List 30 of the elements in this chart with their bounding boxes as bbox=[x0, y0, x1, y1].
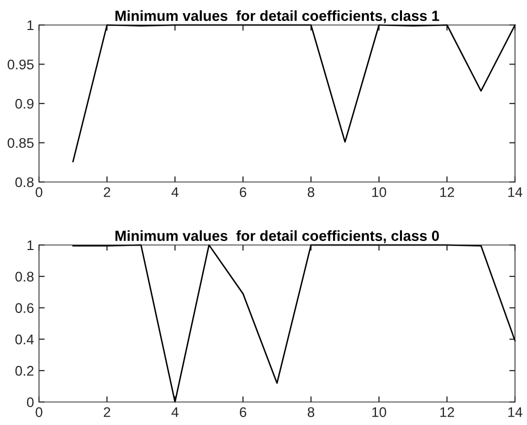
x-tick-label: 10 bbox=[372, 407, 386, 418]
y-tick-label: 0.8 bbox=[15, 177, 34, 188]
x-tick-label: 6 bbox=[240, 407, 246, 418]
chart-title: Minimum values for detail coefficients, class 0 bbox=[115, 230, 439, 244]
x-tick-label: 0 bbox=[36, 187, 42, 198]
x-tick-label: 4 bbox=[171, 187, 178, 197]
y-tick-label: 0 bbox=[26, 397, 34, 408]
y-tick-label: 0.8 bbox=[15, 272, 34, 282]
y-tick-label: 0.85 bbox=[8, 138, 34, 148]
x-tick-label: 14 bbox=[508, 187, 522, 197]
y-tick-label: 1 bbox=[27, 240, 34, 250]
x-tick-label: 2 bbox=[104, 187, 110, 197]
y-tick-label: 0.95 bbox=[8, 60, 34, 70]
x-tick-label: 10 bbox=[372, 187, 386, 198]
y-tick-label: 0.2 bbox=[15, 366, 34, 376]
x-tick-label: 8 bbox=[308, 187, 314, 198]
y-tick-label: 0.9 bbox=[15, 98, 34, 109]
line-series bbox=[72, 244, 516, 403]
x-tick-label: 4 bbox=[171, 407, 178, 417]
x-tick-label: 14 bbox=[508, 407, 522, 417]
x-tick-label: 0 bbox=[36, 407, 42, 418]
x-tick-label: 2 bbox=[104, 407, 110, 417]
y-tick-label: 1 bbox=[27, 20, 34, 30]
y-tick-label: 0.6 bbox=[15, 303, 34, 313]
x-tick-label: 6 bbox=[240, 187, 246, 198]
y-tick-label: 0.4 bbox=[15, 334, 34, 344]
x-tick-label: 8 bbox=[308, 407, 314, 418]
x-tick-label: 12 bbox=[440, 187, 454, 197]
x-tick-label: 12 bbox=[440, 407, 454, 417]
chart-title: Minimum values for detail coefficients, class 1 bbox=[115, 10, 440, 24]
